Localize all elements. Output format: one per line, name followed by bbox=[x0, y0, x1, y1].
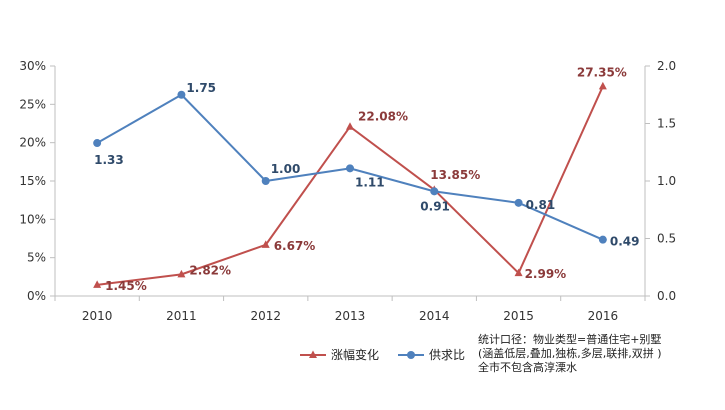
data-labels: 1.45% 2.82% 6.67% 22.08% 13.85% 2.99% 27.35% 1.… bbox=[94, 65, 639, 293]
left-y-tick-label: 30% bbox=[19, 59, 46, 73]
supply-demand-ratio-data-label: 1.75 bbox=[186, 81, 216, 95]
supply-demand-ratio-marker bbox=[430, 187, 439, 196]
supply-demand-ratio-data-label: 0.91 bbox=[420, 199, 450, 213]
left-y-tick-label: 15% bbox=[19, 174, 46, 188]
supply-demand-ratio-data-label: 0.81 bbox=[526, 198, 556, 212]
note-line: 全市不包含高淳溧水 bbox=[478, 361, 577, 374]
price-change-data-label: 13.85% bbox=[430, 168, 480, 182]
price-change-marker bbox=[93, 280, 102, 288]
price-change-data-label: 6.67% bbox=[274, 239, 316, 253]
price-change-data-label: 2.99% bbox=[525, 267, 567, 281]
series-lines bbox=[96, 85, 604, 286]
methodology-note: 统计口径：物业类型=普通住宅+别墅 (涵盖低层,叠加,独栋,多层,联排,双拼 )… bbox=[478, 333, 718, 375]
price-change-marker bbox=[598, 81, 607, 90]
legend-circle-marker bbox=[407, 351, 415, 359]
left-y-tick-label: 20% bbox=[19, 136, 46, 150]
supply-demand-ratio-data-label: 1.33 bbox=[94, 153, 124, 167]
chart-legend: 涨幅变化 供求比 bbox=[300, 347, 465, 362]
left-y-tick-label: 10% bbox=[19, 212, 46, 226]
supply-demand-ratio-marker bbox=[346, 164, 354, 173]
left-y-tick-label: 25% bbox=[19, 97, 46, 111]
right-y-tick-label: 1.5 bbox=[657, 117, 676, 131]
x-tick-label: 2015 bbox=[503, 309, 534, 323]
chart-axes: 0% 5% 10% 15% 20% 25% 30% 0.0 0.5 1.0 1.5 2.0 2010 20… bbox=[19, 59, 676, 323]
supply-demand-ratio-marker bbox=[514, 198, 523, 207]
price-change-data-label: 2.82% bbox=[189, 263, 231, 277]
x-tick-label: 2013 bbox=[335, 309, 366, 323]
supply-demand-ratio-data-label: 0.49 bbox=[610, 235, 640, 249]
right-y-tick-label: 0.5 bbox=[657, 232, 676, 246]
supply-demand-ratio-marker bbox=[261, 177, 270, 185]
x-tick-label: 2011 bbox=[166, 309, 197, 323]
legend-label: 涨幅变化 bbox=[331, 347, 379, 362]
x-tick-label: 2010 bbox=[82, 309, 113, 323]
price-change-data-label: 22.08% bbox=[358, 110, 408, 124]
price-change-marker bbox=[177, 269, 186, 278]
x-tick-label: 2014 bbox=[419, 309, 450, 323]
price-change-marker bbox=[346, 122, 354, 130]
note-line: 统计口径：物业类型=普通住宅+别墅 bbox=[478, 333, 662, 346]
series-markers bbox=[93, 81, 607, 288]
legend-label: 供求比 bbox=[429, 348, 465, 362]
legend-triangle-marker bbox=[309, 350, 317, 358]
price-change-data-label: 27.35% bbox=[577, 65, 627, 79]
x-tick-label: 2016 bbox=[588, 309, 619, 323]
price-change-marker bbox=[514, 268, 523, 277]
right-y-tick-label: 0.0 bbox=[657, 289, 676, 303]
x-tick-label: 2012 bbox=[250, 309, 281, 323]
price-change-line bbox=[97, 85, 604, 286]
price-change-marker bbox=[261, 240, 270, 248]
supply-demand-ratio-marker bbox=[598, 235, 607, 244]
supply-demand-ratio-data-label: 1.11 bbox=[355, 175, 385, 189]
note-line: (涵盖低层,叠加,独栋,多层,联排,双拼 ) bbox=[478, 347, 662, 360]
right-y-tick-label: 1.0 bbox=[657, 174, 676, 188]
supply-demand-ratio-data-label: 1.00 bbox=[271, 162, 301, 176]
supply-demand-ratio-marker bbox=[177, 90, 186, 99]
supply-demand-ratio-marker bbox=[93, 139, 102, 148]
left-y-tick-label: 0% bbox=[27, 289, 46, 303]
left-y-tick-label: 5% bbox=[27, 251, 46, 265]
price-change-data-label: 1.45% bbox=[105, 279, 147, 293]
right-y-tick-label: 2.0 bbox=[657, 59, 676, 73]
